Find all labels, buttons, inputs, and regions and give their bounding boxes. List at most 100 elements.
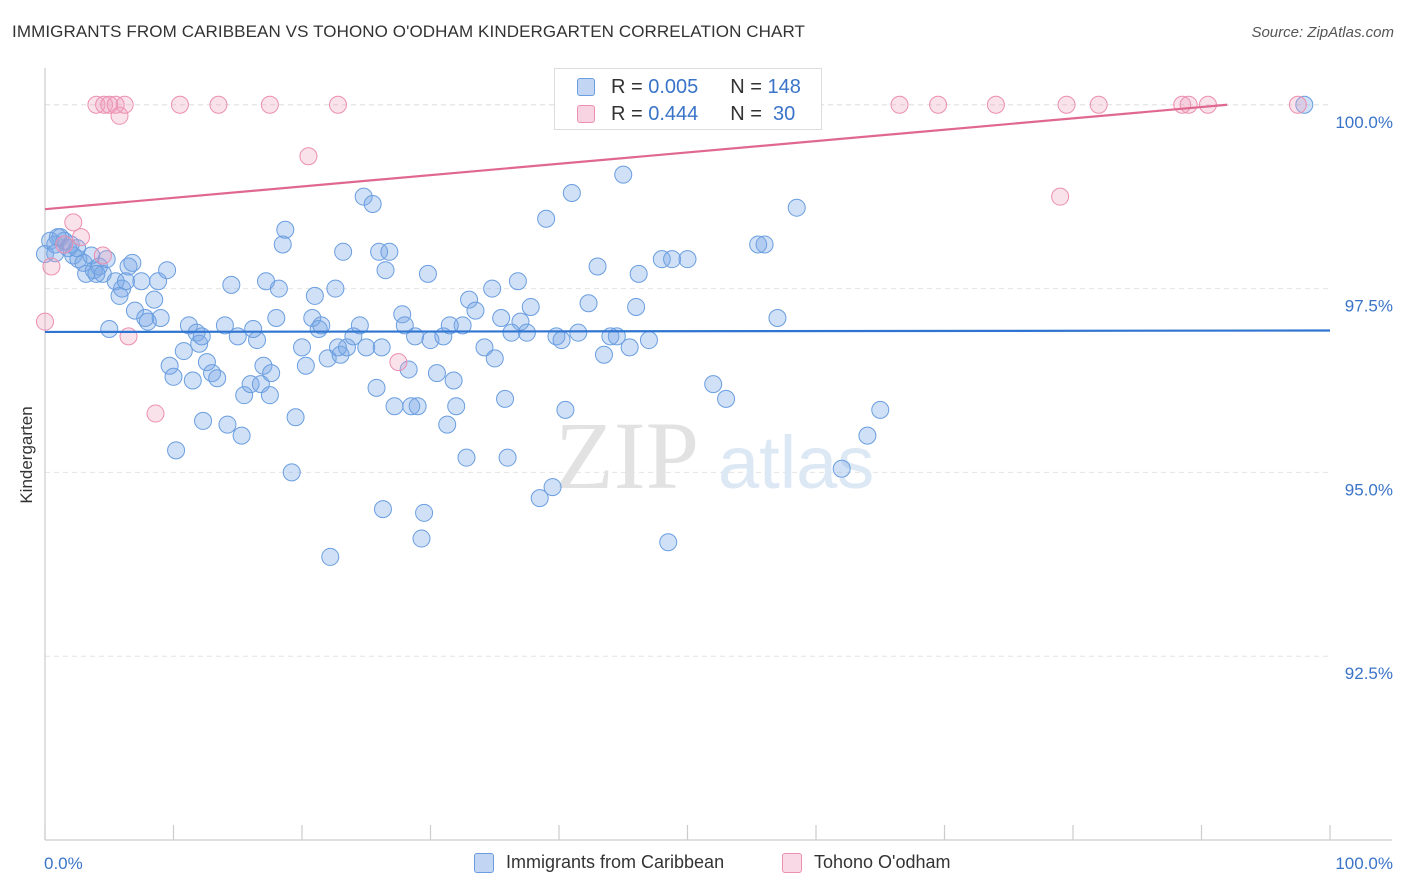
data-point: [244, 320, 263, 339]
data-point: [100, 320, 119, 339]
data-point: [235, 386, 254, 405]
data-point: [457, 448, 476, 467]
data-point: [232, 426, 251, 445]
data-point: [208, 369, 227, 388]
data-point: [768, 308, 787, 327]
data-point: [530, 489, 549, 508]
data-point: [215, 316, 234, 335]
data-point: [871, 400, 890, 419]
data-point: [639, 331, 658, 350]
data-point: [929, 95, 948, 114]
data-point: [269, 279, 288, 298]
data-point: [588, 257, 607, 276]
data-point: [704, 375, 723, 394]
data-point: [192, 327, 211, 346]
stats-r-label: R =: [611, 102, 649, 125]
data-point: [483, 279, 502, 298]
data-point: [303, 308, 322, 327]
data-point: [552, 331, 571, 350]
data-point: [93, 246, 112, 265]
data-point: [556, 400, 575, 419]
y-tick-label: 97.5%: [1345, 297, 1393, 316]
data-point: [395, 316, 414, 335]
data-point: [569, 323, 588, 342]
data-point: [110, 106, 129, 125]
data-point: [328, 338, 347, 357]
legend-swatch-pink: [782, 852, 802, 873]
data-point: [174, 342, 193, 361]
chart-title: IMMIGRANTS FROM CARIBBEAN VS TOHONO O'OD…: [12, 22, 806, 41]
bottom-legend: Immigrants from Caribbean Tohono O'odham: [0, 852, 1406, 876]
data-point: [502, 323, 521, 342]
data-point: [293, 338, 311, 357]
data-point: [1295, 95, 1314, 114]
data-point: [228, 327, 247, 346]
data-point: [418, 264, 437, 283]
x-tick-label: 0.0%: [44, 854, 83, 873]
data-point: [262, 364, 281, 383]
data-point: [357, 338, 376, 357]
data-point: [521, 297, 540, 316]
data-point: [194, 411, 213, 430]
data-point: [151, 308, 170, 327]
data-point: [350, 316, 369, 335]
trend-line-tohono: [44, 103, 1228, 211]
data-point: [36, 312, 54, 331]
data-point: [832, 459, 851, 478]
stats-n-label: N =: [730, 102, 768, 125]
legend-item-caribbean[interactable]: Immigrants from Caribbean: [474, 852, 724, 873]
data-point: [496, 389, 515, 408]
data-point: [164, 367, 183, 386]
data-point: [543, 478, 562, 497]
data-point: [1051, 187, 1070, 206]
stats-r-value: 0.005: [648, 75, 699, 98]
data-point: [167, 441, 186, 460]
data-point: [328, 95, 347, 114]
data-point: [517, 323, 536, 342]
data-point: [389, 353, 408, 372]
data-point: [100, 95, 119, 114]
data-point: [273, 235, 292, 254]
data-point: [146, 404, 165, 423]
data-point: [415, 503, 434, 522]
stats-swatch-blue: [577, 78, 595, 96]
data-point: [370, 242, 389, 261]
data-point: [254, 356, 273, 375]
data-point: [125, 301, 144, 320]
data-point: [116, 272, 135, 291]
data-point: [412, 529, 431, 548]
data-point: [620, 338, 639, 357]
data-point: [749, 235, 768, 254]
data-point: [663, 250, 682, 269]
data-point: [460, 290, 479, 309]
data-point: [380, 242, 399, 261]
data-point: [158, 261, 177, 280]
data-point: [858, 426, 877, 445]
data-point: [145, 290, 164, 309]
data-point: [1057, 95, 1076, 114]
data-point: [260, 95, 279, 114]
data-point: [440, 316, 459, 335]
data-point: [579, 294, 598, 313]
data-point: [48, 228, 67, 247]
y-axis-label: Kindergarten: [17, 406, 36, 503]
data-point: [354, 187, 373, 206]
data-point: [260, 386, 279, 405]
data-point: [986, 95, 1005, 114]
data-point: [659, 533, 678, 552]
stats-row-tohono: R = 0.444 N = 30: [577, 101, 795, 127]
data-point: [373, 500, 392, 519]
data-point: [485, 349, 504, 368]
data-point: [305, 286, 324, 305]
legend-item-tohono[interactable]: Tohono O'odham: [782, 852, 951, 873]
stats-legend: R = 0.005 N = 148 R = 0.444 N = 30: [554, 68, 822, 130]
legend-swatch-blue: [474, 852, 494, 873]
data-point: [408, 397, 427, 416]
data-point: [326, 279, 345, 298]
data-point: [447, 397, 466, 416]
data-point: [197, 353, 216, 372]
data-point: [1288, 95, 1307, 114]
data-point: [115, 95, 134, 114]
data-point: [1198, 95, 1217, 114]
